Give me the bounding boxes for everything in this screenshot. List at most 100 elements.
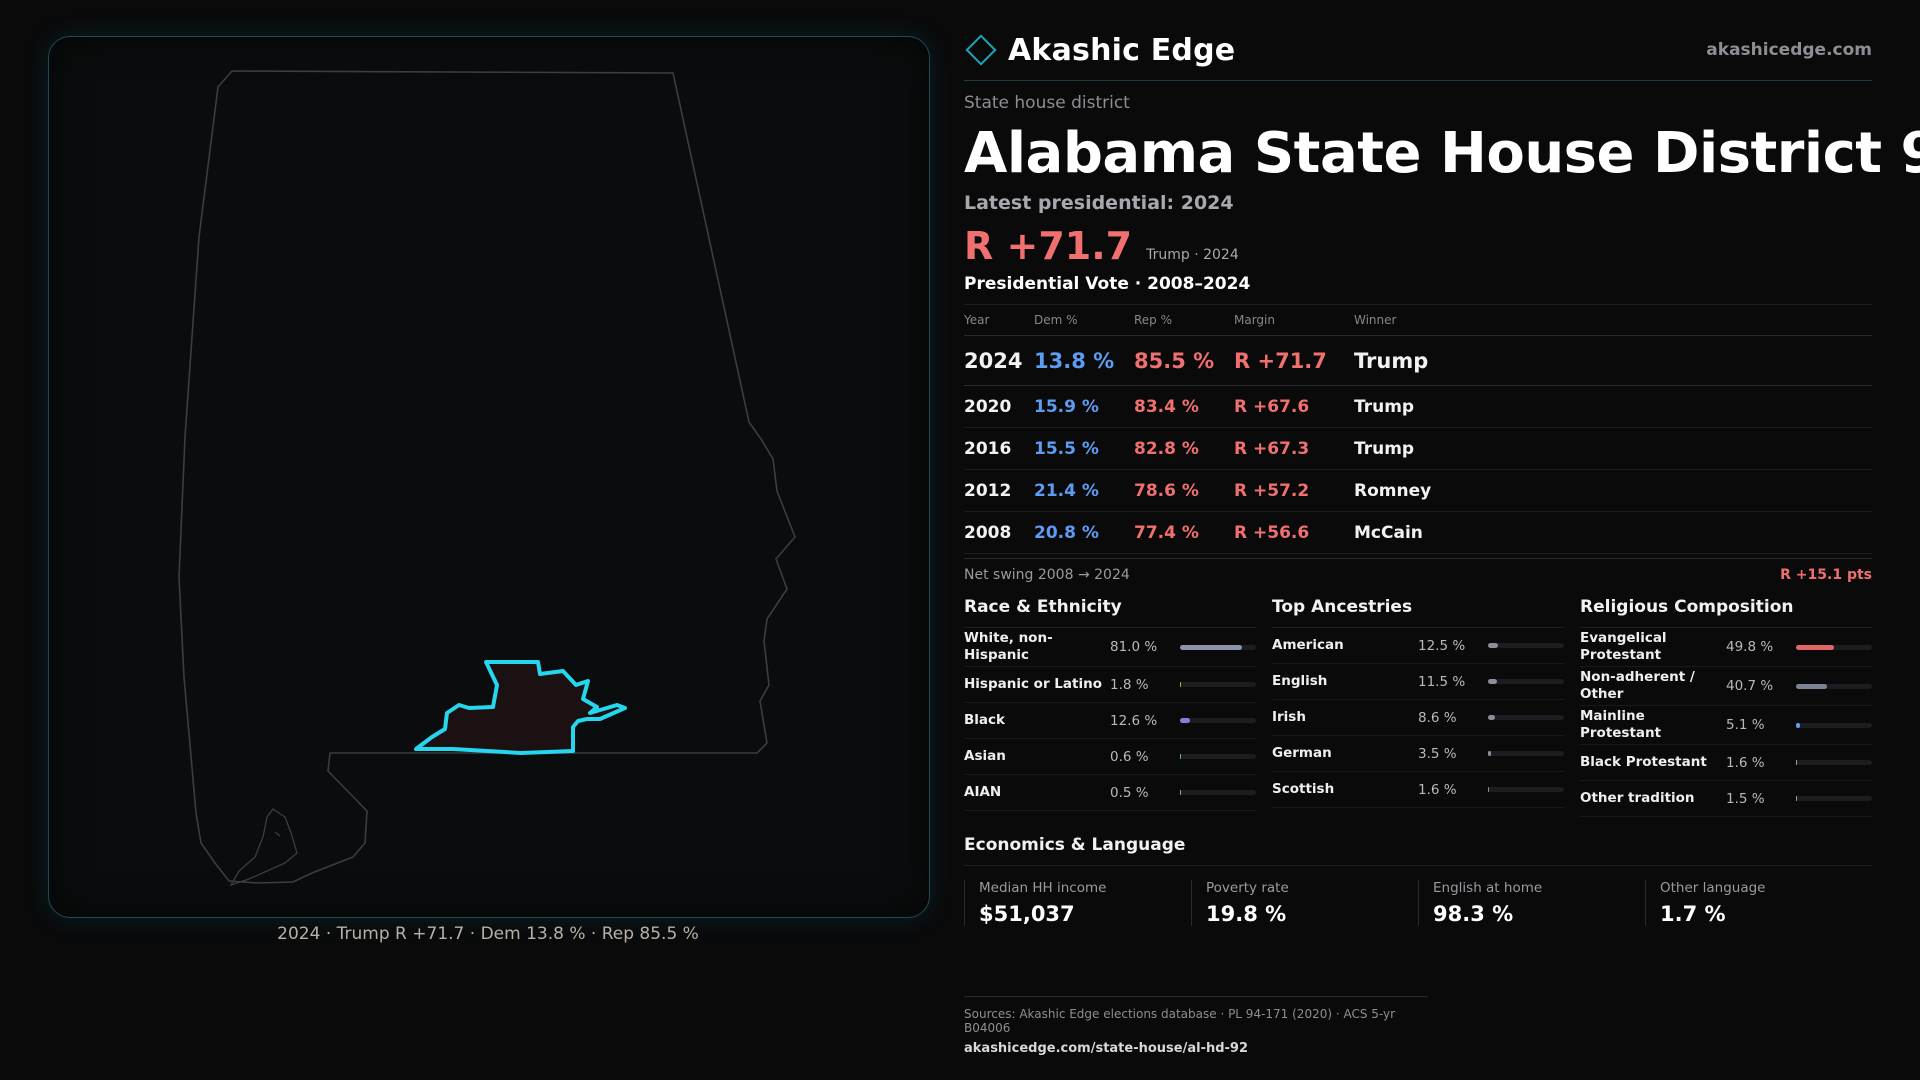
bar-track [1796,760,1872,765]
bar-fill [1180,644,1242,650]
headline-margin: R +71.7 Trump · 2024 [964,224,1872,268]
rep-cell: 85.5 % [1134,335,1234,386]
col-year: Year [964,305,1034,336]
bar-label: English [1272,673,1328,689]
bar-value: 5.1 % [1726,717,1765,733]
economics-stats: Median HH income $51,037 Poverty rate 19… [964,880,1872,926]
bar-track [1796,796,1872,801]
brand[interactable]: Akashic Edge [964,33,1235,68]
bar-fill [1796,683,1827,689]
ancestry-list: American 12.5 % English 11.5 % Irish 8.6 % Ger… [1272,628,1564,808]
bar-label: American [1272,637,1344,653]
district-map[interactable] [48,36,930,918]
bar-fill [1796,760,1798,765]
table-header-row: Year Dem % Rep % Margin Winner [964,305,1872,336]
bar-fill [1488,679,1497,684]
table-row: 2024 13.8 % 85.5 % R +71.7 Trump [964,335,1872,386]
demographics: Race & Ethnicity White, non-Hispanic 81.0… [964,597,1872,817]
bar-fill [1180,754,1181,759]
bar-row: Evangelical Protestant 49.8 % [1580,628,1872,667]
col-margin: Margin [1234,305,1354,336]
map-caption: 2024 · Trump R +71.7 · Dem 13.8 % · Rep … [277,924,699,944]
bar-track [1796,683,1872,689]
bar-fill [1180,790,1181,795]
net-swing-value: R +15.1 pts [1780,567,1872,583]
bar-label: Black Protestant [1580,754,1707,770]
brand-bar: Akashic Edge akashicedge.com [964,30,1872,81]
bar-label: Hispanic or Latino [964,676,1102,692]
race-ethnicity-section: Race & Ethnicity White, non-Hispanic 81.0… [964,597,1256,817]
headline-margin-caption: Trump · 2024 [1146,247,1239,263]
site-link[interactable]: akashicedge.com [1706,40,1872,60]
bar-track [1796,722,1872,728]
bar-track [1488,643,1564,648]
bar-value: 1.6 % [1418,781,1457,798]
bar-value: 8.6 % [1418,709,1457,726]
ancestry-title: Top Ancestries [1272,597,1564,628]
rep-cell: 77.4 % [1134,511,1234,554]
bar-row: Hispanic or Latino 1.8 % [964,667,1256,703]
bar-label: Scottish [1272,781,1335,797]
bar-label: Black [964,712,1006,728]
bar-row: White, non-Hispanic 81.0 % [964,628,1256,667]
dem-cell: 13.8 % [1034,335,1134,386]
margin-cell: R +67.3 [1234,427,1354,470]
bar-track [1180,682,1256,687]
religion-section: Religious Composition Evangelical Protes… [1580,597,1872,817]
bar-row: Black 12.6 % [964,703,1256,739]
bar-row: Irish 8.6 % [1272,700,1564,736]
economics-title: Economics & Language [964,835,1872,866]
table-row: 2016 15.5 % 82.8 % R +67.3 Trump [964,427,1872,470]
year-cell: 2008 [964,511,1034,554]
bar-fill [1796,722,1800,728]
bar-track [1488,679,1564,684]
bar-track [1180,718,1256,723]
state-outline [178,70,796,884]
net-swing: Net swing 2008 → 2024 R +15.1 pts [964,558,1872,583]
bar-track [1180,790,1256,795]
bar-label: AIAN [964,784,1002,800]
winner-cell: Trump [1354,385,1872,428]
bar-label: Mainline Protestant [1580,708,1662,741]
bar-value: 1.8 % [1110,676,1149,693]
year-cell: 2024 [964,335,1034,386]
bar-value: 40.7 % [1726,678,1774,694]
bar-value: 1.6 % [1726,754,1765,771]
bar-track [1180,754,1256,759]
presidential-vote-table: Year Dem % Rep % Margin Winner 2024 13.8… [964,305,1872,554]
winner-cell: Trump [1354,335,1872,386]
bar-row: Mainline Protestant 5.1 % [1580,706,1872,745]
bar-value: 3.5 % [1418,745,1457,762]
bar-fill [1488,787,1490,792]
bar-label: German [1272,745,1332,761]
bar-label: White, non-Hispanic [964,630,1053,663]
year-cell: 2016 [964,427,1034,470]
col-winner: Winner [1354,305,1872,336]
winner-cell: McCain [1354,511,1872,554]
district-92-boundary[interactable] [414,660,627,755]
bar-value: 11.5 % [1418,673,1466,690]
year-cell: 2020 [964,385,1034,428]
rep-cell: 82.8 % [1134,427,1234,470]
bar-label: Evangelical Protestant [1580,630,1667,663]
table-row: 2008 20.8 % 77.4 % R +56.6 McCain [964,511,1872,554]
bar-value: 49.8 % [1726,639,1774,655]
page-title: Alabama State House District 92 [964,121,1920,186]
detail-panel: Akashic Edge akashicedge.com State house… [964,30,1920,926]
stat-poverty-rate: Poverty rate 19.8 % [1191,880,1418,926]
stat-value: 1.7 % [1660,902,1726,926]
col-rep: Rep % [1134,305,1234,336]
race-list: White, non-Hispanic 81.0 % Hispanic or Lat… [964,628,1256,811]
winner-cell: Romney [1354,469,1872,512]
ancestry-section: Top Ancestries American 12.5 % English 11.5… [1272,597,1564,817]
dem-cell: 15.9 % [1034,385,1134,428]
bar-value: 12.6 % [1110,712,1158,729]
dem-cell: 21.4 % [1034,469,1134,512]
bar-track [1488,715,1564,720]
bar-track [1796,644,1872,650]
bar-row: German 3.5 % [1272,736,1564,772]
rep-cell: 78.6 % [1134,469,1234,512]
headline-margin-value: R +71.7 [964,224,1133,268]
table-row: 2020 15.9 % 83.4 % R +67.6 Trump [964,385,1872,428]
sources-url[interactable]: akashicedge.com/state-house/al-hd-92 [964,1041,1249,1056]
